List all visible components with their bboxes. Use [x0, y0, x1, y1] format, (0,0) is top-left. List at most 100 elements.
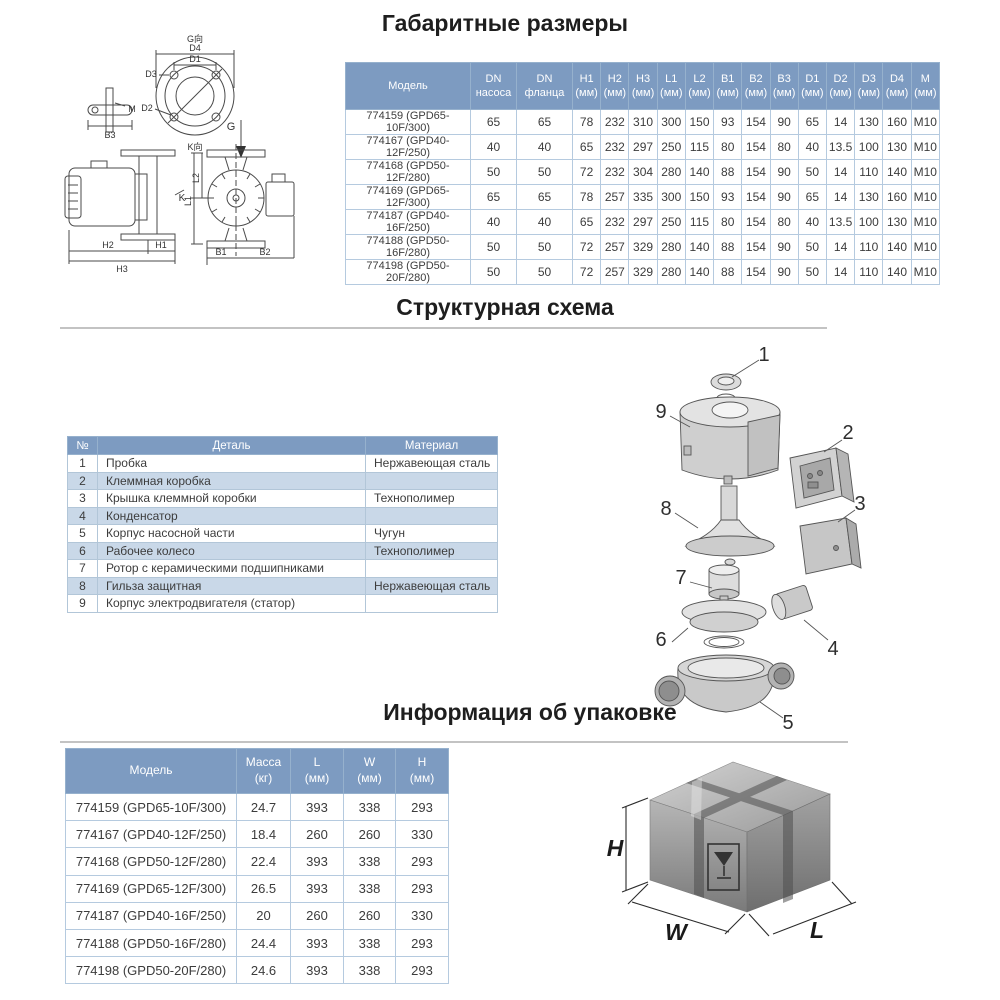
table-cell: 50 — [470, 259, 517, 285]
table-cell: 774159 (GPD65-10F/300) — [65, 792, 237, 822]
table-cell: 50 — [516, 159, 573, 185]
fragile-icon — [707, 843, 740, 891]
dim-label-d2: D2 — [141, 103, 153, 113]
table-cell: Технополимер — [365, 541, 498, 560]
plug-part-view — [87, 87, 133, 133]
table-cell: 110 — [854, 159, 884, 185]
pump-front-view — [191, 144, 295, 265]
column-header: Материал — [365, 436, 498, 455]
table-cell: Рабочее колесо — [97, 541, 366, 560]
table-cell: 774167 (GPD40-12F/250) — [345, 134, 471, 160]
section-title-packaging: Информация об упаковке — [383, 699, 677, 725]
table-cell: 774168 (GPD50-12F/280) — [65, 847, 237, 876]
table-cell: 329 — [628, 234, 658, 260]
callout-number: 2 — [842, 422, 853, 444]
table-cell: 50 — [516, 234, 573, 260]
impeller-part — [681, 599, 767, 649]
table-cell: 5 — [67, 524, 98, 543]
table-cell: 140 — [882, 259, 912, 285]
table-cell: 293 — [395, 956, 449, 985]
table-cell — [365, 506, 498, 525]
callout-number: 8 — [660, 498, 671, 520]
divider-structure — [60, 327, 827, 329]
table-row: 774167 (GPD40-12F/250) 40 40 65 232 297 250 115… — [345, 134, 941, 160]
table-row: 7 Ротор с керамическими подшипниками — [67, 559, 498, 578]
table-cell: 115 — [684, 209, 715, 235]
column-header: Модель — [345, 62, 471, 110]
table-cell: 260 — [343, 901, 396, 930]
table-cell: 65 — [797, 184, 827, 210]
table-row: 774188 (GPD50-16F/280) 50 50 72 257 329 280 140… — [345, 234, 941, 260]
dim-label-g: G — [227, 121, 236, 133]
table-cell: 78 — [571, 184, 602, 210]
table-cell: 154 — [741, 209, 771, 235]
table-cell: 774169 (GPD65-12F/300) — [345, 184, 471, 210]
dim-label-h2: H2 — [102, 240, 114, 250]
table-cell: 26.5 — [236, 874, 291, 903]
table-cell — [365, 471, 498, 490]
table-cell: 250 — [656, 134, 686, 160]
table-cell: 40 — [516, 209, 573, 235]
table-cell: 338 — [343, 874, 396, 903]
table-cell: 40 — [797, 134, 827, 160]
table-cell: 6 — [67, 541, 98, 560]
table-cell: 293 — [395, 847, 449, 876]
table-cell: 24.6 — [236, 956, 291, 985]
table-cell: Клеммная коробка — [97, 471, 366, 490]
table-cell: 40 — [797, 209, 827, 235]
table-cell: 774188 (GPD50-16F/280) — [345, 234, 471, 260]
table-cell: 130 — [854, 184, 884, 210]
table-row: 6 Рабочее колесо Технополимер — [67, 541, 498, 560]
column-header: B1 (мм) — [713, 62, 743, 110]
table-cell: 300 — [656, 184, 686, 210]
table-cell: 335 — [628, 184, 658, 210]
box-dimension-lines — [621, 797, 857, 937]
callout-number: 6 — [655, 629, 666, 651]
table-cell: 260 — [290, 820, 344, 849]
table-cell: 40 — [470, 209, 517, 235]
table-cell: 260 — [343, 820, 396, 849]
table-cell: 140 — [882, 234, 912, 260]
dim-label-l2: L2 — [191, 173, 201, 183]
table-cell: 18.4 — [236, 820, 291, 849]
table-cell: 130 — [882, 134, 912, 160]
column-header: B3 (мм) — [769, 62, 799, 110]
callout-leader-lines — [669, 359, 856, 719]
table-cell: M10 — [910, 184, 941, 210]
table-cell: Корпус электродвигателя (статор) — [97, 594, 366, 613]
table-cell: 774198 (GPD50-20F/280) — [345, 259, 471, 285]
table-cell: 14 — [825, 259, 856, 285]
terminal-cover-part — [799, 517, 862, 575]
table-cell: Конденсатор — [97, 506, 366, 525]
column-header: D3 (мм) — [854, 62, 884, 110]
column-header: № — [67, 436, 98, 455]
table-cell: 774198 (GPD50-20F/280) — [65, 956, 237, 985]
table-cell: 50 — [797, 159, 827, 185]
table-cell — [365, 594, 498, 613]
table-cell: 9 — [67, 594, 98, 613]
column-header: W (мм) — [343, 748, 396, 794]
table-cell: 13.5 — [825, 134, 856, 160]
table-cell: 40 — [470, 134, 517, 160]
section-title-dimensions: Габаритные размеры — [381, 10, 629, 36]
table-cell: 88 — [713, 234, 743, 260]
column-header: H1 (мм) — [571, 62, 602, 110]
box-dimension-labels: H W L — [607, 835, 824, 945]
table-cell: 90 — [769, 184, 799, 210]
section-title-structure: Структурная схема — [396, 294, 614, 320]
callout-number: 1 — [758, 344, 769, 366]
table-cell: 110 — [854, 234, 884, 260]
table-row: 774167 (GPD40-12F/250) 18.4 260 260 330 — [65, 820, 449, 849]
table-cell: Технополимер — [365, 489, 498, 508]
table-cell: 110 — [854, 259, 884, 285]
table-row: 8 Гильза защитная Нержавеющая сталь — [67, 576, 498, 595]
column-header: Деталь — [97, 436, 366, 455]
table-cell: 80 — [769, 134, 799, 160]
pump-dimension-drawing: G向 D4 D1 D3 D2 K向 M B3 G K H2 H1 H3 L2 L… — [64, 33, 295, 274]
table-cell: 293 — [395, 874, 449, 903]
table-cell: 24.4 — [236, 928, 291, 958]
table-cell: Нержавеющая сталь — [365, 576, 498, 595]
column-header: DN насоса — [470, 62, 517, 110]
table-cell: 338 — [343, 792, 396, 822]
callout-number: 4 — [827, 638, 838, 660]
